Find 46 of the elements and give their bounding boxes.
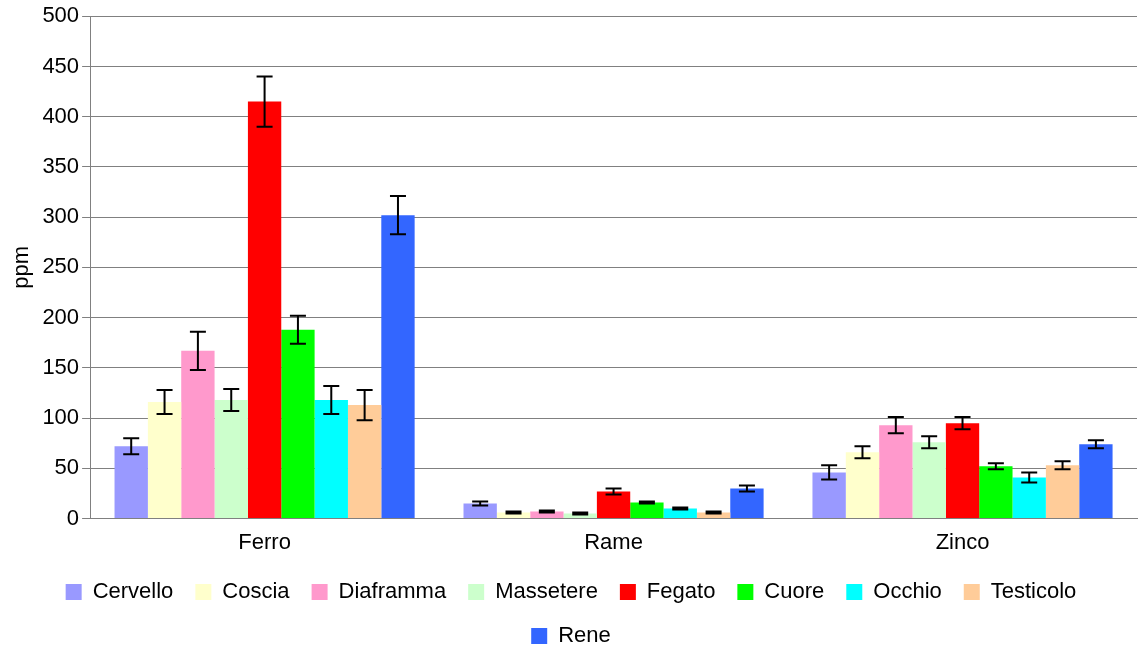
y-tick-label: 500	[42, 2, 80, 28]
y-tick-label: 100	[42, 404, 80, 430]
legend-label: Testicolo	[990, 578, 1077, 604]
bar	[1045, 465, 1080, 519]
legend-label: Coscia	[222, 578, 291, 604]
y-tick-label: 150	[42, 353, 80, 379]
y-tick-label: 400	[42, 102, 80, 128]
bar	[812, 472, 846, 519]
y-tick-label: 250	[42, 253, 80, 279]
y-tick-label: 0	[66, 504, 80, 530]
y-axis-title: ppm	[8, 246, 34, 289]
x-tick-label: Ferro	[238, 528, 291, 554]
legend-label: Fegato	[646, 578, 716, 604]
bar	[1079, 444, 1113, 519]
y-tick-label: 50	[54, 454, 80, 480]
bar	[314, 400, 348, 519]
bar	[630, 502, 664, 519]
bar	[114, 446, 148, 519]
x-tick-label: Rame	[584, 528, 643, 554]
legend-label: Occhio	[873, 578, 942, 604]
y-tick-label: 300	[42, 203, 80, 229]
bar	[463, 503, 497, 519]
bar	[879, 425, 913, 519]
bar	[979, 466, 1013, 519]
bar	[247, 101, 282, 519]
bar	[281, 329, 315, 519]
bar	[845, 452, 880, 519]
legend-label: Rene	[558, 622, 611, 648]
y-tick-label: 350	[42, 152, 80, 178]
legend-label: Massetere	[495, 578, 598, 604]
y-tick-label: 450	[42, 52, 80, 78]
y-tick-label: 200	[42, 303, 80, 329]
legend-label: Cuore	[764, 578, 825, 604]
legend-label: Diaframma	[338, 578, 447, 604]
bar	[214, 400, 248, 519]
bar	[730, 488, 764, 519]
bar	[1012, 477, 1046, 519]
legend-label: Cervello	[92, 578, 174, 604]
bar	[596, 491, 631, 519]
bar	[381, 215, 415, 519]
bar	[912, 442, 946, 519]
x-tick-label: Zinco	[935, 528, 990, 554]
bar	[181, 350, 215, 519]
bar	[147, 402, 182, 519]
bar	[347, 405, 382, 519]
bar	[945, 423, 980, 519]
